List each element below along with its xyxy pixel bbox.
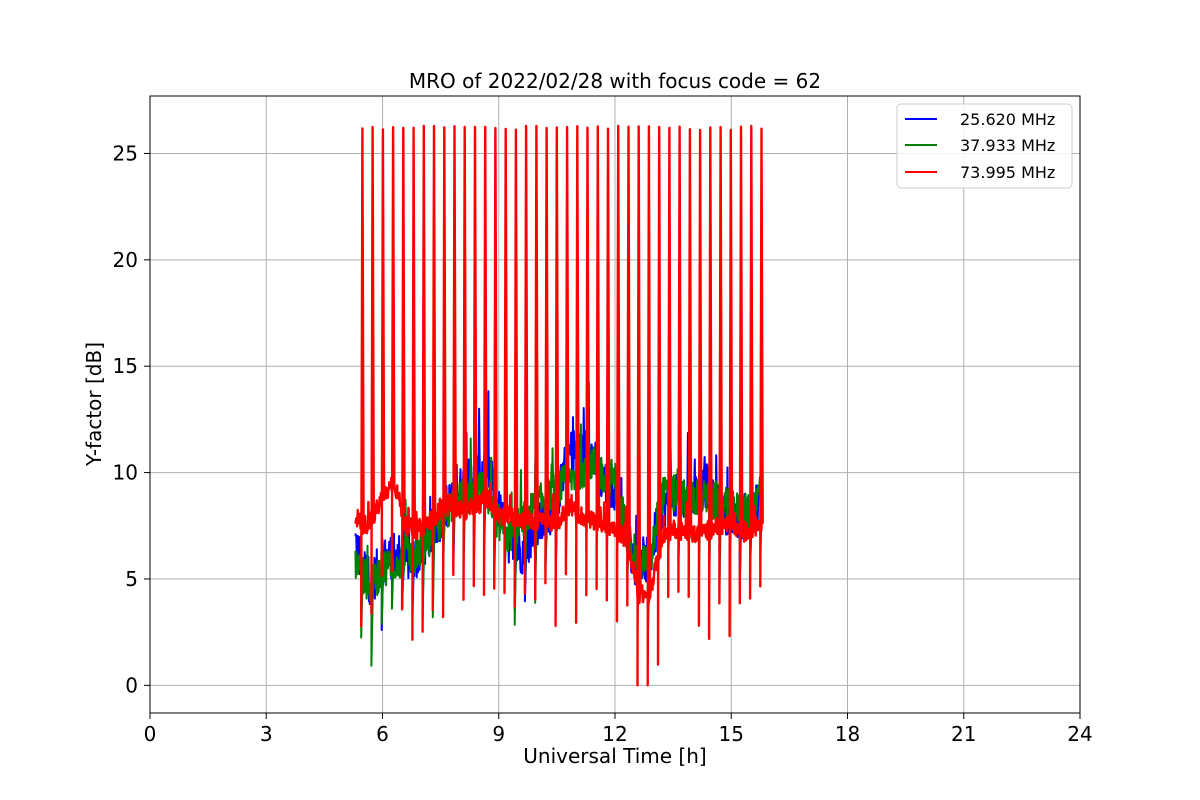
x-tick-label: 9: [492, 722, 505, 746]
y-tick-label: 5: [125, 567, 138, 591]
chart-title: MRO of 2022/02/28 with focus code = 62: [409, 69, 821, 93]
x-axis: 0 3 6 9 12 15 18 21 24: [144, 713, 1093, 746]
y-tick-label: 0: [125, 673, 138, 697]
x-tick-label: 24: [1067, 722, 1092, 746]
series-layer: [354, 124, 764, 687]
x-tick-label: 0: [144, 722, 157, 746]
legend-label-73995: 73.995 MHz: [960, 163, 1055, 182]
y-tick-label: 10: [113, 461, 138, 485]
y-axis: 0 5 10 15 20 25: [113, 141, 150, 697]
x-tick-label: 3: [260, 722, 273, 746]
x-axis-label: Universal Time [h]: [523, 744, 706, 768]
y-axis-label: Y-factor [dB]: [82, 342, 106, 467]
y-tick-label: 20: [113, 248, 138, 272]
legend-box: [896, 103, 1073, 189]
y-tick-label: 25: [113, 141, 138, 165]
legend-label-37933: 37.933 MHz: [960, 136, 1055, 155]
series-73995-line: [354, 124, 764, 687]
legend-label-25620: 25.620 MHz: [960, 110, 1055, 129]
x-tick-label: 18: [835, 722, 860, 746]
x-tick-label: 15: [719, 722, 744, 746]
legend: 25.620 MHz 37.933 MHz 73.995 MHz: [896, 103, 1073, 189]
x-tick-label: 12: [602, 722, 627, 746]
x-tick-label: 21: [951, 722, 976, 746]
x-tick-label: 6: [376, 722, 389, 746]
y-tick-label: 15: [113, 354, 138, 378]
